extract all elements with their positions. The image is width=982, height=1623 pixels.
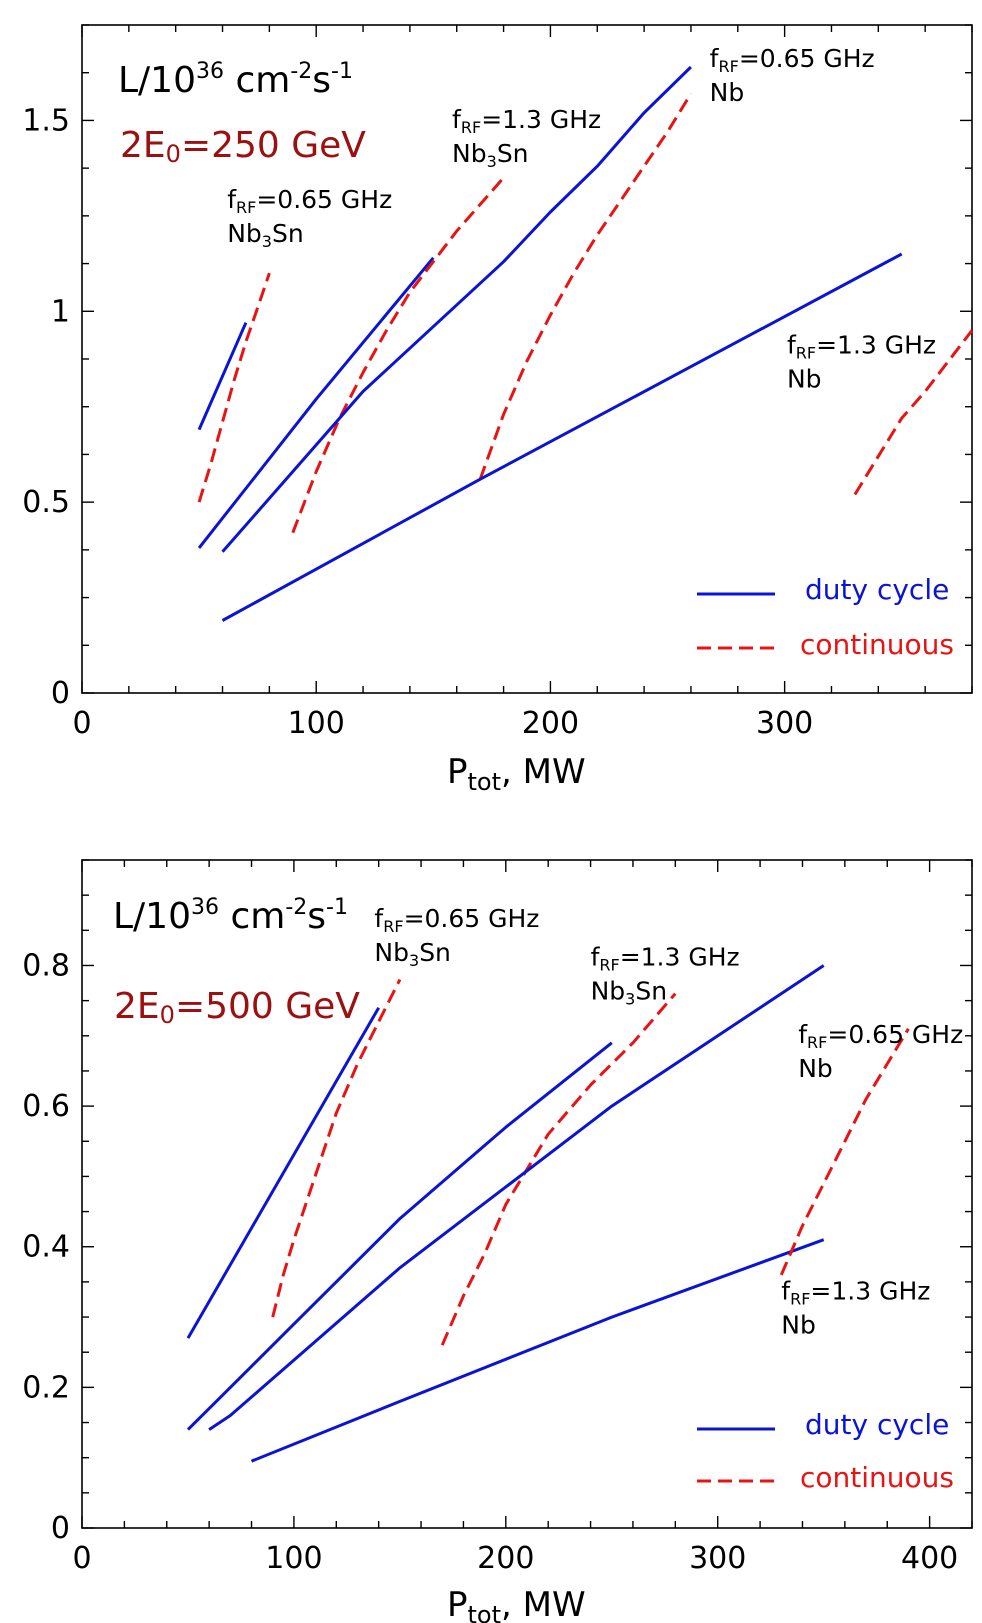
x-tick-label: 400 <box>901 1541 958 1576</box>
annotation-frequency: fRF=1.3 GHz <box>781 1276 930 1308</box>
duty-cycle-series-line <box>186 1006 380 1339</box>
energy-label: 2E0=250 GeV <box>120 125 366 168</box>
annotation-material: Nb <box>781 1310 816 1339</box>
y-tick-label: 1 <box>51 294 70 329</box>
x-tick-label: 200 <box>522 706 579 741</box>
duty-cycle-series-line <box>250 1238 825 1463</box>
continuous-series-line <box>779 1028 910 1276</box>
annotation-frequency: fRF=0.65 GHz <box>227 185 392 217</box>
annotation-material: Nb3Sn <box>591 976 667 1008</box>
annotation-material: Nb <box>787 364 822 393</box>
x-tick-label: 200 <box>477 1541 534 1576</box>
y-tick-label: 0.5 <box>22 485 70 520</box>
y-axis-title: L/1036 cm-2s-1 <box>113 895 348 937</box>
annotation-material: Nb3Sn <box>227 219 303 251</box>
legend-continuous-label: continuous <box>800 1461 954 1494</box>
y-tick-label: 0.6 <box>22 1089 70 1124</box>
y-tick-label: 1.5 <box>22 103 70 138</box>
axis-ticks: 0 100 200 300 0 0.5 1 1.5 <box>22 24 973 741</box>
x-tick-label: 100 <box>265 1541 322 1576</box>
y-tick-label: 0.8 <box>22 948 70 983</box>
annotation-frequency: fRF=0.65 GHz <box>710 44 875 76</box>
annotation-material: Nb3Sn <box>452 139 528 171</box>
x-axis-title: Ptot, MW <box>447 752 586 796</box>
duty-cycle-series-line <box>186 1041 613 1431</box>
x-tick-label: 100 <box>288 706 345 741</box>
y-tick-label: 0 <box>51 676 70 711</box>
continuous-series-line <box>197 272 271 503</box>
continuous-series-line <box>440 992 677 1346</box>
continuous-series-line <box>853 329 974 496</box>
annotation-frequency: fRF=1.3 GHz <box>591 942 740 974</box>
x-tick-label: 0 <box>72 1541 91 1576</box>
annotation-material: Nb <box>710 78 745 107</box>
annotation-material: Nb <box>798 1054 833 1083</box>
plot-frame <box>81 859 973 1529</box>
x-tick-label: 0 <box>72 706 91 741</box>
annotation-frequency: fRF=1.3 GHz <box>787 330 936 362</box>
legend-duty-label: duty cycle <box>805 1408 949 1441</box>
annotation-frequency: fRF=1.3 GHz <box>452 105 601 137</box>
duty-cycle-series-line <box>208 964 825 1431</box>
y-axis-title: L/1036 cm-2s-1 <box>118 59 353 101</box>
x-tick-label: 300 <box>756 706 813 741</box>
legend: duty cycle continuous <box>697 1408 954 1494</box>
legend: duty cycle continuous <box>697 573 954 661</box>
x-tick-label: 300 <box>689 1541 746 1576</box>
axis-ticks: 0 100 200 300 400 0 0.2 0.4 0.6 0.8 <box>22 859 973 1576</box>
y-tick-label: 0.2 <box>22 1370 70 1405</box>
legend-duty-label: duty cycle <box>805 573 949 606</box>
annotation-material: Nb3Sn <box>374 938 450 970</box>
duty-cycle-series-line <box>221 65 692 553</box>
annotation-frequency: fRF=0.65 GHz <box>798 1020 963 1052</box>
duty-cycle-series-line <box>197 256 435 549</box>
duty-cycle-series-line <box>197 322 248 431</box>
duty-cycle-series-line <box>221 252 903 622</box>
continuous-series-line <box>291 176 505 534</box>
continuous-series-line <box>271 978 402 1318</box>
annotation-frequency: fRF=0.65 GHz <box>374 904 539 936</box>
energy-label: 2E0=500 GeV <box>114 986 360 1029</box>
x-axis-title: Ptot, MW <box>447 1585 586 1623</box>
y-tick-label: 0.4 <box>22 1230 70 1265</box>
y-tick-label: 0 <box>51 1511 70 1546</box>
legend-continuous-label: continuous <box>800 628 954 661</box>
